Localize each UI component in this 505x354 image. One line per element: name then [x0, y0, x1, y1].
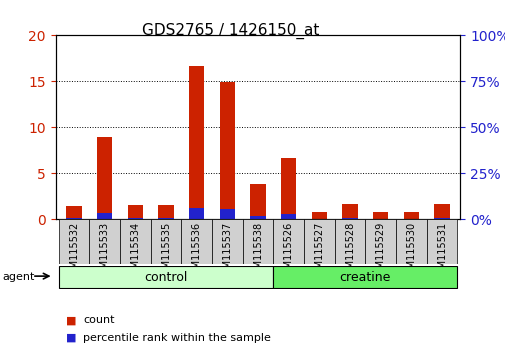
Bar	[89, 219, 120, 264]
Text: GSM115526: GSM115526	[283, 222, 293, 281]
Bar	[189, 66, 204, 219]
Bar	[426, 219, 457, 264]
Text: GSM115533: GSM115533	[99, 222, 110, 281]
Bar	[158, 218, 173, 219]
Bar	[212, 219, 242, 264]
Bar	[280, 158, 296, 219]
Text: ■: ■	[66, 315, 76, 325]
Text: GSM115531: GSM115531	[436, 222, 446, 281]
Bar	[158, 205, 173, 219]
Text: GSM115534: GSM115534	[130, 222, 140, 281]
Bar	[219, 82, 235, 219]
Bar	[304, 219, 334, 264]
Text: GSM115528: GSM115528	[344, 222, 355, 281]
Bar	[334, 219, 365, 264]
Bar	[242, 219, 273, 264]
Bar	[97, 137, 112, 219]
Text: GSM115532: GSM115532	[69, 222, 79, 281]
Text: GSM115527: GSM115527	[314, 222, 324, 281]
Bar	[403, 212, 418, 219]
Text: ■: ■	[66, 333, 76, 343]
Bar	[127, 205, 143, 219]
Bar	[311, 212, 326, 219]
Bar	[150, 219, 181, 264]
Bar	[433, 204, 449, 219]
Bar	[342, 218, 357, 219]
Bar	[59, 219, 89, 264]
Bar	[66, 218, 82, 219]
Text: percentile rank within the sample: percentile rank within the sample	[83, 333, 271, 343]
Bar	[127, 218, 143, 219]
Bar	[250, 216, 265, 219]
Bar	[342, 204, 357, 219]
Bar	[250, 184, 265, 219]
Bar	[273, 219, 304, 264]
Bar	[120, 219, 150, 264]
Text: GSM115535: GSM115535	[161, 222, 171, 281]
Bar	[280, 213, 296, 219]
Bar	[97, 213, 112, 219]
Bar	[433, 218, 449, 219]
Text: creatine: creatine	[339, 270, 390, 284]
Text: GDS2765 / 1426150_at: GDS2765 / 1426150_at	[141, 23, 319, 39]
Bar	[219, 209, 235, 219]
Bar	[273, 266, 457, 288]
Text: count: count	[83, 315, 115, 325]
Text: GSM115530: GSM115530	[406, 222, 416, 281]
Bar	[59, 266, 273, 288]
Bar	[181, 219, 212, 264]
Bar	[365, 219, 395, 264]
Text: GSM115529: GSM115529	[375, 222, 385, 281]
Bar	[66, 206, 82, 219]
Bar	[372, 212, 388, 219]
Text: agent: agent	[3, 272, 35, 282]
Bar	[189, 208, 204, 219]
Text: GSM115538: GSM115538	[252, 222, 263, 281]
Bar	[395, 219, 426, 264]
Text: control: control	[144, 270, 187, 284]
Text: GSM115536: GSM115536	[191, 222, 201, 281]
Text: GSM115537: GSM115537	[222, 222, 232, 281]
